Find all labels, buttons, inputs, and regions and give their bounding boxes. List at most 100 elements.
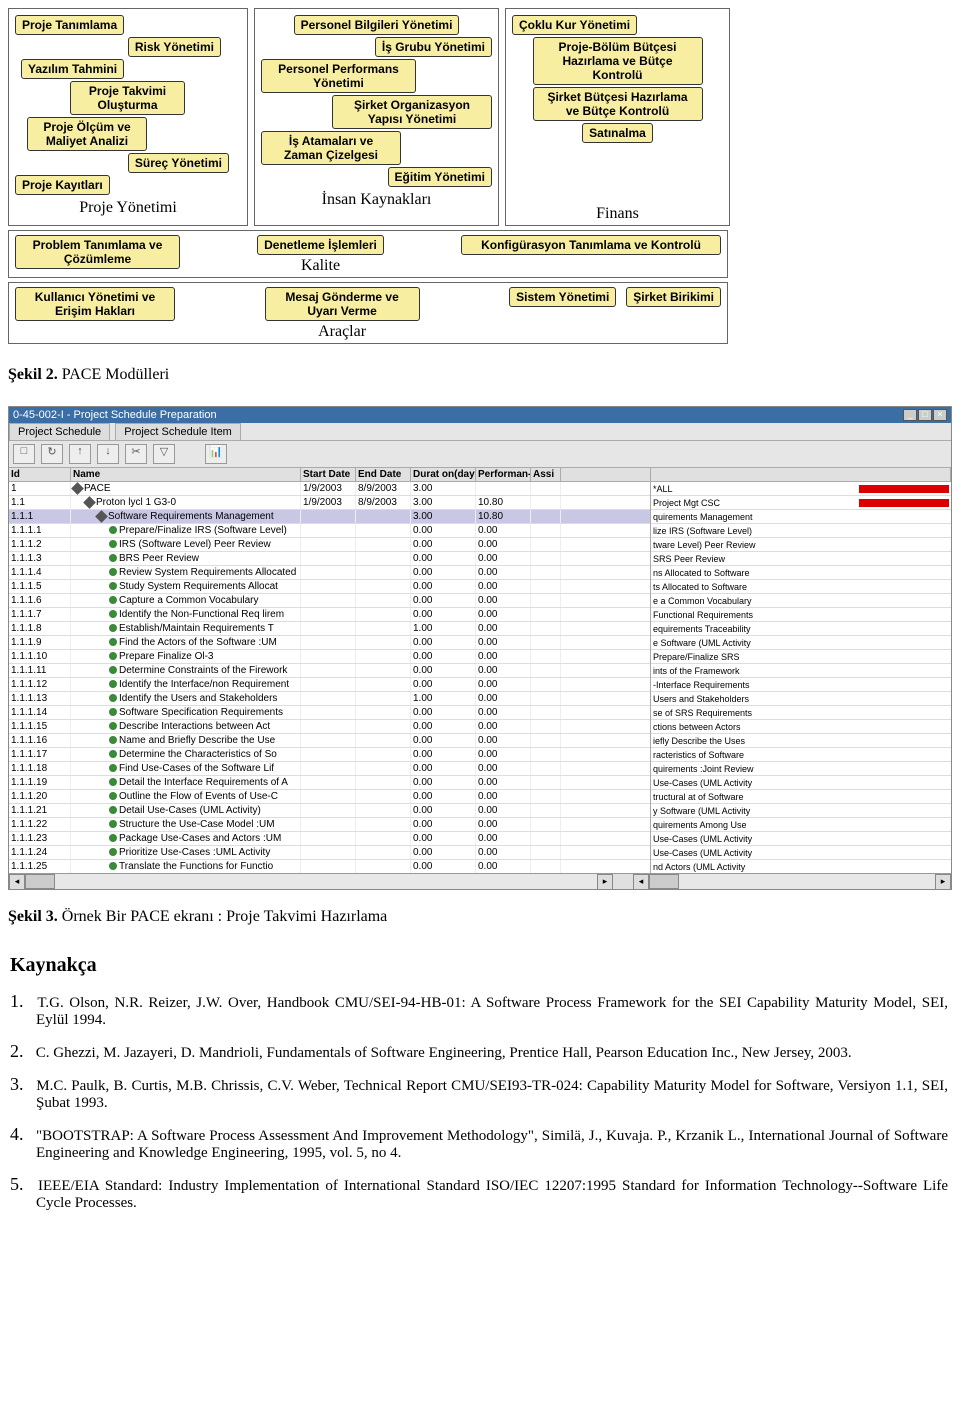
gantt-row[interactable]: Use-Cases (UML Activity [651, 776, 951, 790]
scroll-right-icon[interactable]: ▸ [597, 874, 613, 890]
col-perf[interactable]: Performan- [476, 468, 531, 481]
table-row[interactable]: 1.1.1.1Prepare/Finalize IRS (Software Le… [9, 524, 650, 538]
col-end[interactable]: End Date [356, 468, 411, 481]
minimize-icon[interactable]: _ [903, 409, 917, 421]
table-row[interactable]: 1.1.1.13Identify the Users and Stakehold… [9, 692, 650, 706]
table-row[interactable]: 1.1.1.10Prepare Finalize Ol-30.000.00 [9, 650, 650, 664]
table-row[interactable]: 1.1.1.5Study System Requirements Allocat… [9, 580, 650, 594]
new-icon[interactable]: □ [13, 444, 35, 464]
mod-box: Proje Takvimi Oluşturma [70, 81, 185, 115]
gantt-row[interactable]: nd Actors (UML Activity [651, 860, 951, 873]
down-icon[interactable]: ↓ [97, 444, 119, 464]
chart-icon[interactable]: 📊 [205, 444, 227, 464]
gantt-row[interactable]: Prepare/Finalize SRS [651, 650, 951, 664]
gantt-row[interactable]: e a Common Vocabulary [651, 594, 951, 608]
table-row[interactable]: 1.1.1.20Outline the Flow of Events of Us… [9, 790, 650, 804]
close-icon[interactable]: × [933, 409, 947, 421]
horizontal-scrollbar[interactable]: ◂ ▸ ◂ ▸ [9, 873, 951, 889]
mod-box: Şirket Birikimi [626, 287, 721, 307]
table-row[interactable]: 1.1.1.9Find the Actors of the Software :… [9, 636, 650, 650]
gantt-row[interactable]: Functional Requirements [651, 608, 951, 622]
gantt-row[interactable]: y Software (UML Activity [651, 804, 951, 818]
gantt-row[interactable]: equirements Traceability [651, 622, 951, 636]
table-row[interactable]: 1.1.1.6Capture a Common Vocabulary0.000.… [9, 594, 650, 608]
gantt-row[interactable]: e Software (UML Activity [651, 636, 951, 650]
table-row[interactable]: 1.1.1.22Structure the Use-Case Model :UM… [9, 818, 650, 832]
gantt-row[interactable]: quirements :Joint Review [651, 762, 951, 776]
table-row[interactable]: 1.1.1.16Name and Briefly Describe the Us… [9, 734, 650, 748]
gantt-row[interactable]: ctions between Actors [651, 720, 951, 734]
table-row[interactable]: 1.1.1.11Determine Constraints of the Fir… [9, 664, 650, 678]
col-start[interactable]: Start Date [301, 468, 356, 481]
table-row[interactable]: 1PACE1/9/20038/9/20033.00 [9, 482, 650, 496]
col-insan-kaynaklari: Personel Bilgileri Yönetimi İş Grubu Yön… [254, 8, 499, 226]
table-row[interactable]: 1.1.1.12Identify the Interface/non Requi… [9, 678, 650, 692]
mod-box: Personel Bilgileri Yönetimi [294, 15, 460, 35]
scroll-left-icon[interactable]: ◂ [9, 874, 25, 890]
gantt-row[interactable]: Users and Stakeholders [651, 692, 951, 706]
gantt-row[interactable]: racteristics of Software [651, 748, 951, 762]
gantt-row[interactable]: ints of the Framework [651, 664, 951, 678]
gantt-row[interactable]: lize IRS (Software Level) [651, 524, 951, 538]
tab-project-schedule[interactable]: Project Schedule [9, 423, 110, 440]
table-row[interactable]: 1.1.1.14Software Specification Requireme… [9, 706, 650, 720]
table-row[interactable]: 1.1.1.4Review System Requirements Alloca… [9, 566, 650, 580]
caption-label: Şekil 3. [8, 908, 58, 925]
table-row[interactable]: 1.1.1.15Describe Interactions between Ac… [9, 720, 650, 734]
gantt-row[interactable]: ts Allocated to Software [651, 580, 951, 594]
table-row[interactable]: 1.1.1.25Translate the Functions for Func… [9, 860, 650, 873]
up-icon[interactable]: ↑ [69, 444, 91, 464]
table-row[interactable]: 1.1.1.24Prioritize Use-Cases :UML Activi… [9, 846, 650, 860]
filter-icon[interactable]: ▽ [153, 444, 175, 464]
table-row[interactable]: 1.1.1.19Detail the Interface Requirement… [9, 776, 650, 790]
scroll-thumb[interactable] [25, 874, 55, 889]
maximize-icon[interactable]: □ [918, 409, 932, 421]
mod-box: Yazılım Tahmini [21, 59, 124, 79]
gantt-row[interactable]: iefly Describe the Uses [651, 734, 951, 748]
scroll-right-icon[interactable]: ▸ [935, 874, 951, 890]
left-grid[interactable]: Id Name Start Date End Date Durat on(day… [9, 468, 651, 873]
mod-box: Eğitim Yönetimi [388, 167, 492, 187]
mod-box: Çoklu Kur Yönetimi [512, 15, 637, 35]
table-row[interactable]: 1.1Proton lycl 1 G3-01/9/20038/9/20033.0… [9, 496, 650, 510]
col-proje-yonetimi: Proje Tanımlama Risk Yönetimi Yazılım Ta… [8, 8, 248, 226]
gantt-row[interactable]: SRS Peer Review [651, 552, 951, 566]
gantt-row[interactable]: tware Level) Peer Review [651, 538, 951, 552]
col-id[interactable]: Id [9, 468, 71, 481]
table-row[interactable]: 1.1.1.23Package Use-Cases and Actors :UM… [9, 832, 650, 846]
tab-bar: Project Schedule Project Schedule Item [9, 423, 951, 441]
right-grid[interactable]: *ALLProject Mgt CSCquirements Management… [651, 468, 951, 873]
gantt-row[interactable]: Use-Cases (UML Activity [651, 832, 951, 846]
gantt-row[interactable]: se of SRS Requirements [651, 706, 951, 720]
mod-box: Risk Yönetimi [128, 37, 221, 57]
table-row[interactable]: 1.1.1Software Requirements Management3.0… [9, 510, 650, 524]
cut-icon[interactable]: ✂ [125, 444, 147, 464]
table-row[interactable]: 1.1.1.8Establish/Maintain Requirements T… [9, 622, 650, 636]
gantt-row[interactable]: *ALL [651, 482, 951, 496]
figure-3-caption: Şekil 3. Örnek Bir PACE ekranı : Proje T… [0, 890, 960, 926]
table-row[interactable]: 1.1.1.7Identify the Non-Functional Req l… [9, 608, 650, 622]
tab-project-schedule-item[interactable]: Project Schedule Item [115, 423, 241, 440]
row-kalite: Problem Tanımlama ve Çözümleme Denetleme… [8, 230, 728, 278]
scroll-thumb[interactable] [649, 874, 679, 889]
col-name[interactable]: Name [71, 468, 301, 481]
table-row[interactable]: 1.1.1.21Detail Use-Cases (UML Activity)0… [9, 804, 650, 818]
row-title: Araçlar [318, 323, 366, 341]
mod-box: Proje Ölçüm ve Maliyet Analizi [27, 117, 147, 151]
col-ass[interactable]: Assi [531, 468, 561, 481]
col-dur[interactable]: Durat on(days) [411, 468, 476, 481]
table-row[interactable]: 1.1.1.2IRS (Software Level) Peer Review0… [9, 538, 650, 552]
gantt-row[interactable]: -Interface Requirements [651, 678, 951, 692]
gantt-row[interactable]: quirements Management [651, 510, 951, 524]
gantt-row[interactable]: tructural at of Software [651, 790, 951, 804]
scroll-left-icon[interactable]: ◂ [633, 874, 649, 890]
gantt-row[interactable]: Use-Cases (UML Activity [651, 846, 951, 860]
gantt-row[interactable]: Project Mgt CSC [651, 496, 951, 510]
table-row[interactable]: 1.1.1.17Determine the Characteristics of… [9, 748, 650, 762]
table-row[interactable]: 1.1.1.3BRS Peer Review0.000.00 [9, 552, 650, 566]
gantt-row[interactable]: quirements Among Use [651, 818, 951, 832]
col-title: Finans [512, 203, 723, 223]
table-row[interactable]: 1.1.1.18Find Use-Cases of the Software L… [9, 762, 650, 776]
refresh-icon[interactable]: ↻ [41, 444, 63, 464]
gantt-row[interactable]: ns Allocated to Software [651, 566, 951, 580]
